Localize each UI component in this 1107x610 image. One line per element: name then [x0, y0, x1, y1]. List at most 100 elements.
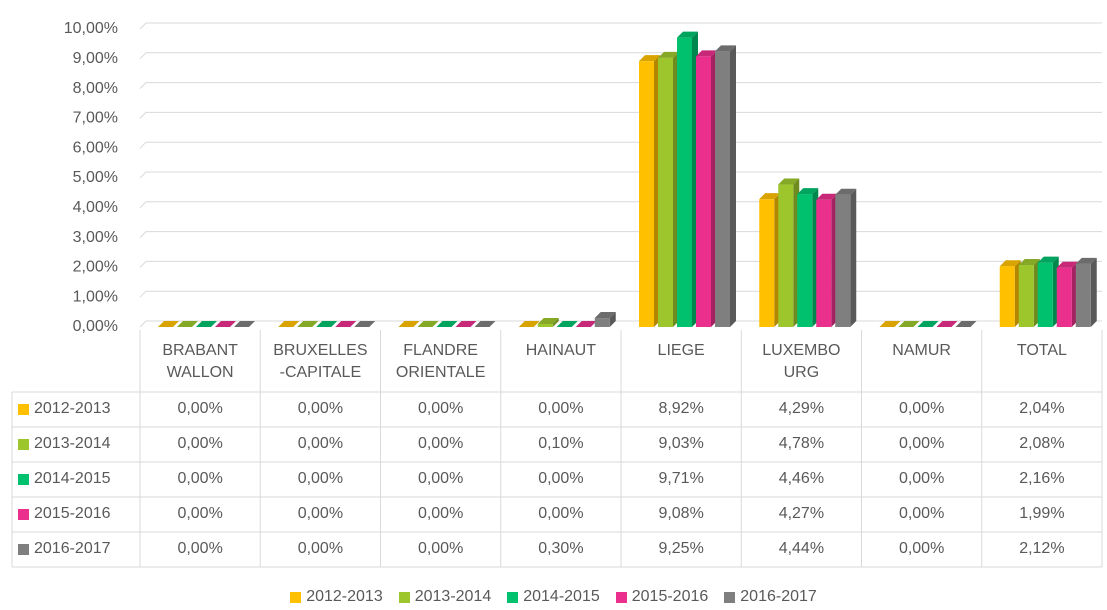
table-value: 0,00% [417, 470, 464, 487]
bar [518, 321, 540, 327]
series-name: 2014-2015 [34, 470, 111, 487]
bar-front [1056, 267, 1072, 327]
table-value: 0,00% [177, 435, 223, 452]
bar [556, 321, 578, 327]
y-tick-label: 10,00% [64, 20, 118, 37]
table-value: 0,00% [297, 505, 344, 522]
bar [639, 55, 660, 328]
legend-key [615, 591, 627, 603]
table-value: 4,78% [778, 435, 825, 452]
bar [677, 31, 698, 328]
bar [196, 321, 217, 327]
bar-side [850, 188, 857, 327]
grid-line [139, 22, 1102, 30]
bar-front [759, 199, 775, 327]
bar [417, 321, 439, 327]
bar [879, 321, 901, 327]
legend-item: 2016-2017 [724, 588, 817, 606]
grid-line [139, 52, 1102, 60]
bar-top [759, 193, 781, 200]
bar-top [797, 188, 819, 195]
y-tick-label: 9,00% [73, 50, 118, 67]
bar-top [999, 260, 1021, 267]
legend-label: 2012-2013 [306, 588, 383, 605]
y-tick-label: 3,00% [73, 229, 118, 246]
bar [436, 321, 458, 327]
y-tick-label: 0,00% [73, 318, 118, 335]
bar [316, 321, 338, 327]
table-value: 0,00% [177, 470, 223, 487]
bar [1056, 261, 1078, 327]
table-value: 2,08% [1019, 435, 1065, 452]
legend-key [18, 543, 29, 555]
bar [835, 188, 857, 327]
bar [278, 321, 300, 327]
bar-top [917, 321, 939, 327]
bar-front [778, 184, 794, 327]
bar-top [354, 321, 376, 327]
bar [1037, 256, 1059, 327]
bar [936, 321, 958, 327]
grid-line [139, 171, 1102, 179]
series-name: 2015-2016 [34, 505, 111, 522]
legend-key [18, 403, 29, 415]
bar-top [575, 321, 597, 327]
bar-top [316, 321, 338, 327]
bar-front [677, 37, 692, 327]
table-value: 0,00% [898, 435, 945, 452]
bar [658, 51, 679, 327]
bar-top [417, 321, 439, 327]
legend: 2012-2013 2013-2014 2014-2015 2015-2016 2016… [0, 588, 1107, 606]
bar-top [696, 50, 717, 57]
category-label: HAINAUT [525, 342, 596, 359]
bar [474, 321, 496, 327]
bar-side [730, 45, 736, 327]
bar-top [936, 321, 958, 327]
bar [398, 321, 420, 327]
table-value: 0,00% [297, 400, 344, 417]
bar-front [797, 194, 813, 327]
bar [234, 321, 255, 327]
bar-top [879, 321, 901, 327]
bar-top [556, 321, 578, 327]
table-value: 9,25% [658, 540, 704, 557]
category-label: BRUXELLES -CAPITALE [273, 342, 368, 381]
y-tick-label: 7,00% [73, 110, 118, 127]
bar-front [1075, 263, 1091, 327]
grid-line [139, 260, 1102, 268]
table-value: 0,30% [538, 540, 584, 557]
table-value: 8,92% [658, 400, 704, 417]
bar-front [658, 57, 673, 327]
bar-top [639, 55, 660, 62]
bar-top [835, 188, 857, 195]
legend-item: 2015-2016 [615, 588, 708, 606]
bar [177, 321, 198, 327]
bar-top [436, 321, 458, 327]
category-label: LIEGE [657, 342, 705, 359]
category-label: TOTAL [1016, 342, 1067, 359]
table-value: 0,00% [898, 400, 945, 417]
legend-item: 2014-2015 [507, 588, 600, 606]
table-value: 0,00% [417, 400, 464, 417]
bar-top [778, 178, 800, 185]
table-value: 0,00% [898, 470, 945, 487]
bar-front [1018, 265, 1034, 327]
bar [297, 321, 319, 327]
y-tick-label: 1,00% [73, 288, 118, 305]
table-value: 0,00% [538, 470, 584, 487]
bar-top [455, 321, 477, 327]
bar [594, 312, 616, 327]
legend-key [18, 508, 29, 520]
bar-top [658, 51, 679, 58]
legend-label: 2014-2015 [523, 588, 600, 605]
bar [455, 321, 477, 327]
bar-top [518, 321, 540, 327]
table-value: 0,00% [177, 400, 223, 417]
bar-top [816, 193, 838, 200]
bar-top [234, 321, 255, 327]
y-tick-label: 5,00% [73, 169, 118, 186]
table-value: 0,00% [898, 540, 945, 557]
table-value: 0,00% [898, 505, 945, 522]
